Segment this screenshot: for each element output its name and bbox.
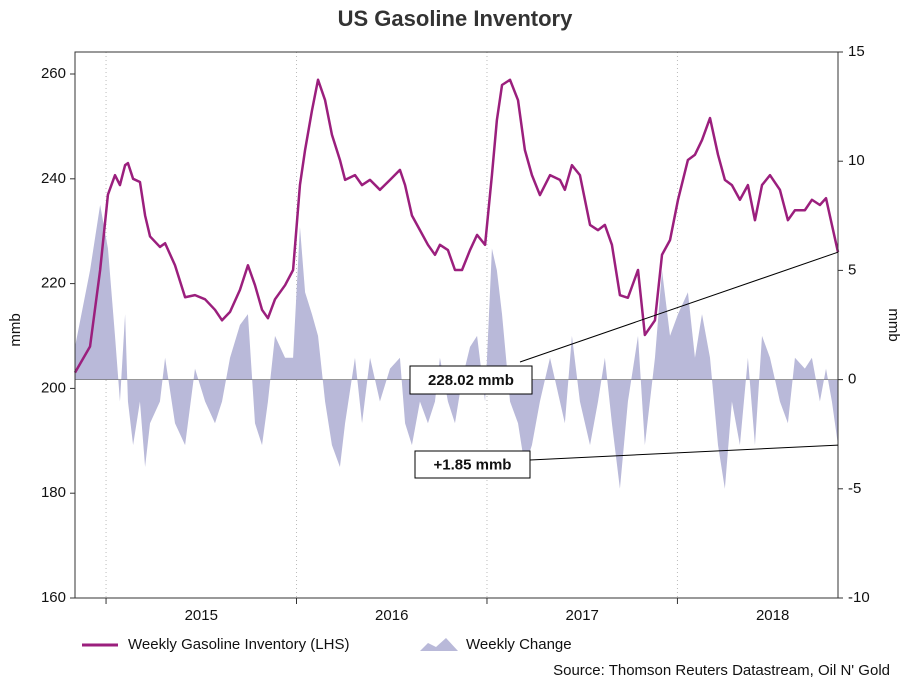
y-tick-label: 160 [41,589,66,606]
legend-label: Weekly Change [466,636,572,653]
plot-frame [74,51,839,599]
annotation-box [409,365,533,395]
annotation-leader [529,444,839,461]
legend-swatch [420,638,458,651]
chart-title: US Gasoline Inventory [338,6,573,31]
y2-tick-label: 15 [848,43,865,60]
y-tick-label: 200 [41,379,66,396]
y2-tick-label: -5 [848,480,861,497]
area [75,204,838,489]
x-tick-label: 2016 [375,607,408,624]
y2-tick-label: 10 [848,152,865,169]
x-tick-label: 2015 [185,607,218,624]
y2-tick-label: -10 [848,589,870,606]
y-tick-label: 240 [41,170,66,187]
annotation: 228.02 mmb [428,372,514,389]
y-axis-label: mmb [7,313,24,346]
source: Source: Thomson Reuters Datastream, Oil … [553,662,890,679]
x-tick-label: 2017 [566,607,599,624]
line [73,78,840,374]
y-tick-label: 180 [41,484,66,501]
legend-label: Weekly Gasoline Inventory (LHS) [128,636,349,653]
annotation-box [414,450,531,479]
y-tick-label: 220 [41,275,66,292]
y2-tick-label: 0 [848,371,856,388]
x-tick-label: 2018 [756,607,789,624]
y2-tick-label: 5 [848,261,856,278]
annotation-leader [519,251,839,363]
annotation: +1.85 mmb [434,456,512,473]
y2-axis-label: mmb [885,308,902,341]
y-tick-label: 260 [41,65,66,82]
